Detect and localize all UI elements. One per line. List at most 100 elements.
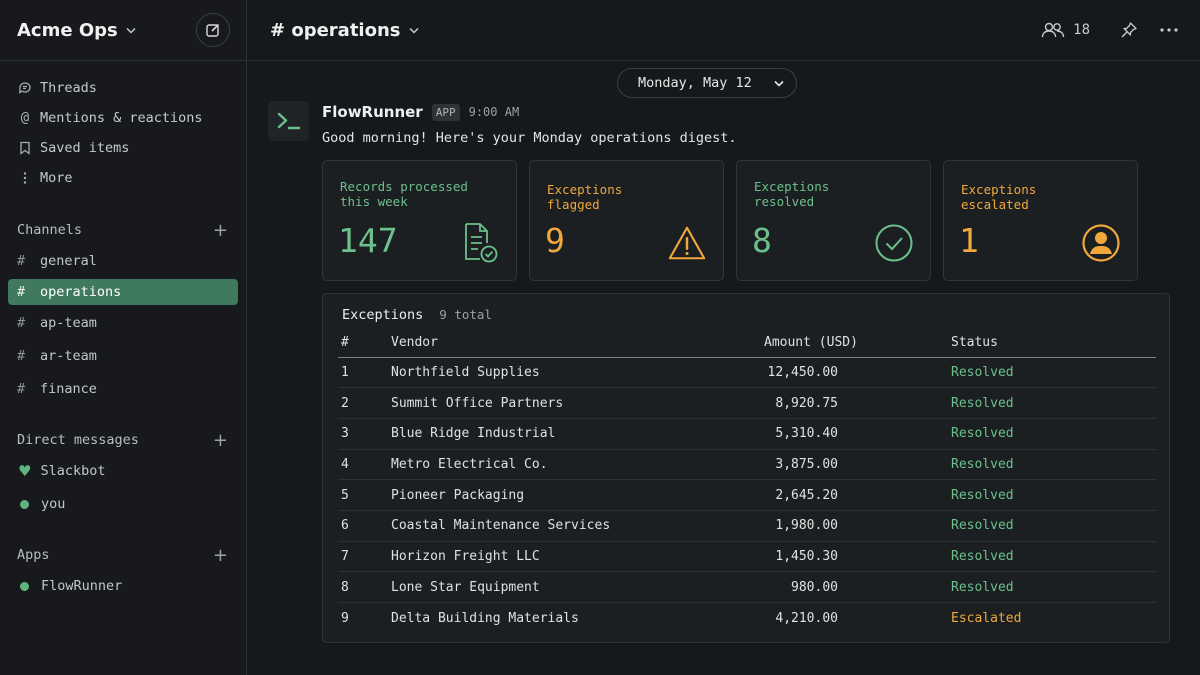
table-row: 2 Summit Office Partners 8,920.75 Resolved xyxy=(338,387,1156,419)
dm-name: Slackbot xyxy=(40,463,106,479)
channel-name: operations xyxy=(40,284,122,300)
dm-slackbot[interactable]: ♥ Slackbot xyxy=(8,458,238,484)
vendor-cell: Metro Electrical Co. xyxy=(391,449,731,481)
amount-cell: 1,980.00 xyxy=(731,510,951,542)
compose-button[interactable] xyxy=(196,13,230,47)
app-name: FlowRunner xyxy=(41,578,123,594)
status-cell: Escalated xyxy=(951,610,1022,626)
channel-finance[interactable]: # finance xyxy=(8,376,238,402)
channel-name: ar-team xyxy=(40,348,97,364)
row-number: 6 xyxy=(338,510,391,542)
workspace-header: Acme Ops xyxy=(0,0,246,61)
chevron-down-icon[interactable] xyxy=(408,22,419,38)
nav-label: Threads xyxy=(40,80,97,96)
nav-label: Mentions & reactions xyxy=(40,110,203,126)
table-header-row: # Vendor Amount (USD) Status xyxy=(338,328,1156,358)
message-text: Good morning! Here's your Monday operati… xyxy=(322,130,737,146)
channel-operations[interactable]: # operations xyxy=(8,279,238,305)
vendor-cell: Blue Ridge Industrial xyxy=(391,418,731,450)
pin-icon xyxy=(1121,22,1137,38)
sidebar: Acme Ops Threads @ Mentions & reactions … xyxy=(0,0,247,675)
terminal-icon xyxy=(277,112,300,130)
check-circle-icon xyxy=(874,221,914,265)
table-row: 9 Delta Building Materials 4,210.00 Escalat… xyxy=(338,603,1156,634)
add-channel-button[interactable]: + xyxy=(212,219,228,241)
hash-icon: # xyxy=(17,253,26,269)
row-number: 3 xyxy=(338,418,391,450)
table-row: 3 Blue Ridge Industrial 5,310.40 Resolved xyxy=(338,418,1156,450)
card-value: 147 xyxy=(338,221,398,260)
member-count: 18 xyxy=(1073,22,1090,38)
apps-section-header[interactable]: Apps + xyxy=(0,540,246,570)
nav-threads[interactable]: Threads xyxy=(0,73,246,103)
stat-card-flagged: Exceptions flagged 9 xyxy=(529,160,724,281)
table-row: 5 Pioneer Packaging 2,645.20 Resolved xyxy=(338,479,1156,511)
amount-cell: 4,210.00 xyxy=(775,610,838,626)
channel-name: ap-team xyxy=(40,315,97,331)
card-value: 1 xyxy=(959,221,979,260)
presence-dot xyxy=(20,581,29,591)
dm-name: you xyxy=(41,496,66,512)
row-number: 1 xyxy=(338,357,391,389)
status-cell: Resolved xyxy=(951,387,1156,419)
nav-more[interactable]: More xyxy=(0,163,246,193)
amount-cell: 5,310.40 xyxy=(731,418,951,450)
bot-avatar[interactable] xyxy=(268,101,309,141)
row-number: 2 xyxy=(338,387,391,419)
channel-ap-team[interactable]: # ap-team xyxy=(8,310,238,336)
workspace-name[interactable]: Acme Ops xyxy=(17,19,118,41)
status-cell: Resolved xyxy=(951,449,1156,481)
status-cell: Resolved xyxy=(951,357,1156,389)
warning-triangle-icon xyxy=(667,221,707,265)
vendor-cell: Coastal Maintenance Services xyxy=(391,510,731,542)
document-check-icon xyxy=(460,221,500,265)
status-cell: Resolved xyxy=(951,541,1156,573)
date-divider[interactable]: Monday, May 12 xyxy=(617,68,797,98)
stat-card-escalated: Exceptions escalated 1 xyxy=(943,160,1138,281)
stat-card-records: Records processed this week 147 xyxy=(322,160,517,281)
add-app-button[interactable]: + xyxy=(212,544,228,566)
more-horizontal-icon xyxy=(1160,28,1178,32)
message-time[interactable]: 9:00 AM xyxy=(468,105,520,119)
section-title: Channels xyxy=(17,222,83,238)
card-label: Exceptions escalated xyxy=(961,182,1037,212)
channels-section-header[interactable]: Channels + xyxy=(0,215,246,245)
nav-saved[interactable]: Saved items xyxy=(0,133,246,163)
hash-icon: # xyxy=(17,381,26,397)
compose-icon xyxy=(206,23,220,37)
sender-name[interactable]: FlowRunner xyxy=(322,103,423,121)
amount-cell: 12,450.00 xyxy=(731,357,951,389)
dm-you[interactable]: you xyxy=(8,491,238,517)
section-title: Direct messages xyxy=(17,432,139,448)
hash-icon: # xyxy=(17,315,26,331)
column-header: Amount (USD) xyxy=(731,328,951,358)
add-dm-button[interactable]: + xyxy=(212,429,228,451)
stat-cards: Records processed this week 147 Exceptio… xyxy=(322,160,1138,281)
channel-ar-team[interactable]: # ar-team xyxy=(8,343,238,369)
amount-cell: 1,450.30 xyxy=(731,541,951,573)
app-flowrunner[interactable]: FlowRunner xyxy=(8,573,238,599)
nav-label: More xyxy=(40,170,73,186)
card-label: Records processed this week xyxy=(340,179,468,209)
status-cell: Resolved xyxy=(951,418,1156,450)
pin-button[interactable] xyxy=(1120,21,1138,39)
channel-header: # operations 18 xyxy=(248,0,1200,61)
status-cell: Resolved xyxy=(951,510,1156,542)
channel-general[interactable]: # general xyxy=(8,248,238,274)
table-row: 4 Metro Electrical Co. 3,875.00 Resolved xyxy=(338,449,1156,481)
exceptions-panel: Exceptions 9 total # Vendor Amount (USD)… xyxy=(322,293,1170,643)
card-value: 9 xyxy=(545,221,565,260)
chevron-down-icon[interactable] xyxy=(126,22,136,38)
table-row: 8 Lone Star Equipment 980.00 Resolved xyxy=(338,571,1156,603)
channel-title[interactable]: # operations xyxy=(270,19,401,41)
app-badge: APP xyxy=(431,103,460,121)
date-label: Monday, May 12 xyxy=(638,75,752,91)
amount-cell: 980.00 xyxy=(731,571,951,603)
dms-section-header[interactable]: Direct messages + xyxy=(0,425,246,455)
threads-icon xyxy=(17,81,33,95)
members-button[interactable]: 18 xyxy=(1041,22,1090,38)
more-options-button[interactable] xyxy=(1160,28,1178,32)
table-row: 1 Northfield Supplies 12,450.00 Resolved xyxy=(338,357,1156,389)
card-label: Exceptions flagged xyxy=(547,182,623,212)
nav-mentions[interactable]: @ Mentions & reactions xyxy=(0,103,246,133)
